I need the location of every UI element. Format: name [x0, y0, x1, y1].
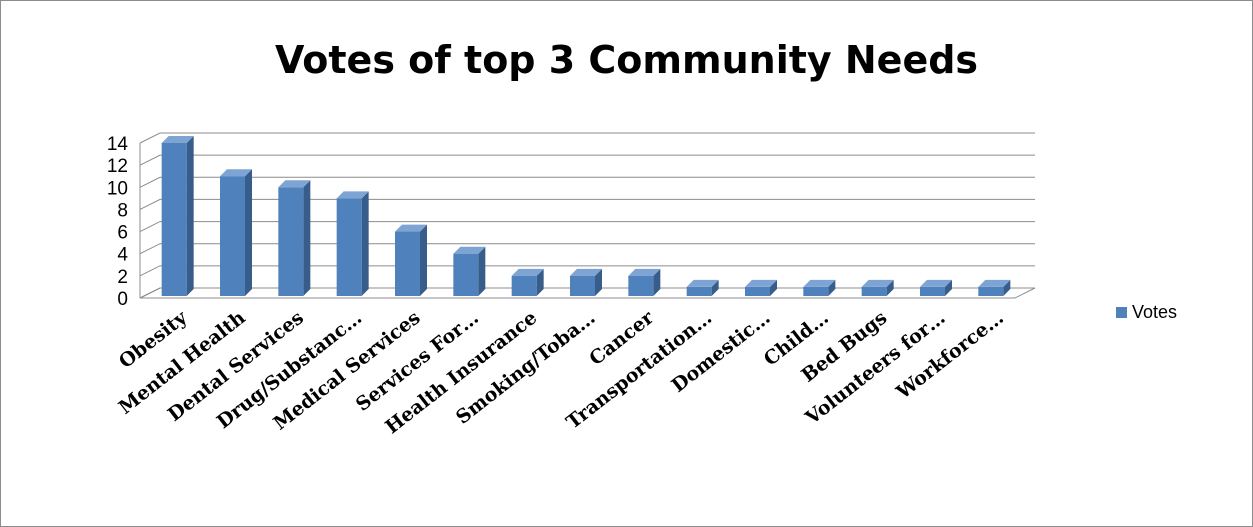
chart-title: Votes of top 3 Community Needs — [274, 38, 979, 82]
back-wall — [160, 133, 1035, 288]
bar — [161, 136, 194, 296]
bar — [978, 279, 1011, 296]
gridline — [139, 132, 1035, 144]
y-tick-label: 6 — [117, 223, 128, 244]
gridline — [139, 154, 1035, 166]
bar — [570, 268, 602, 296]
bar — [745, 279, 777, 296]
legend: Votes — [1116, 302, 1177, 323]
x-tick-label: Domestic… — [668, 307, 775, 397]
y-tick-label: 14 — [107, 134, 129, 155]
bar — [628, 268, 661, 296]
bar — [395, 224, 427, 296]
gridline — [139, 198, 1035, 210]
gridline — [139, 287, 1035, 299]
bar — [220, 169, 252, 296]
gridline — [139, 176, 1035, 188]
bar — [861, 279, 894, 296]
y-tick-label: 2 — [117, 267, 128, 288]
gridline — [139, 221, 1035, 233]
y-tick-label: 12 — [107, 156, 128, 177]
gridline — [139, 243, 1035, 255]
bar — [803, 279, 836, 296]
bar — [278, 180, 311, 296]
y-tick-label: 0 — [117, 289, 128, 310]
legend-label: Votes — [1132, 302, 1178, 322]
bar — [453, 246, 486, 296]
y-tick-label: 8 — [117, 200, 128, 221]
bar — [920, 279, 952, 296]
bar — [686, 279, 719, 296]
bar — [511, 268, 544, 296]
y-tick-label: 10 — [107, 178, 128, 199]
legend-swatch — [1116, 307, 1127, 318]
gridline — [139, 265, 1035, 277]
bar — [336, 191, 369, 296]
y-tick-label: 4 — [117, 245, 128, 266]
